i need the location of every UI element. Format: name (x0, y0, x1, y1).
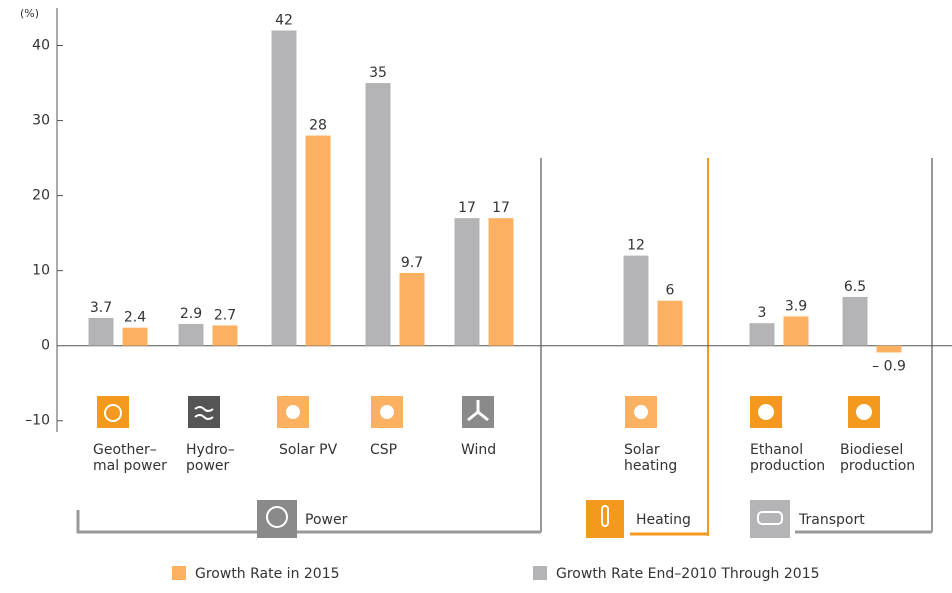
value-label: 17 (492, 200, 510, 216)
legend-swatch (172, 566, 186, 580)
icon (380, 405, 394, 419)
value-label: 3.7 (90, 300, 112, 316)
icon (286, 405, 300, 419)
value-label: 35 (369, 65, 387, 81)
group-label: Transport (798, 512, 865, 528)
icon (97, 396, 129, 428)
x-tick-label: Hydro– power (186, 442, 235, 474)
y-tick-label: 20 (32, 188, 50, 204)
group-bracket (76, 510, 541, 534)
x-tick-label: Biodiesel production (840, 442, 916, 474)
value-label: – 0.9 (872, 358, 906, 374)
value-label: 9.7 (401, 255, 423, 271)
bar (212, 325, 238, 346)
bar (271, 30, 297, 346)
bar (365, 83, 391, 346)
group-label: Power (305, 512, 348, 528)
group-icon (750, 500, 790, 538)
bar (122, 327, 148, 346)
group-icon (257, 500, 297, 538)
value-label: 6.5 (844, 279, 866, 295)
x-tick-label: Geother– mal power (93, 442, 167, 474)
group-icon (601, 505, 609, 527)
value-label: 2.7 (214, 307, 236, 323)
bar (178, 323, 204, 346)
group-label: Heating (636, 512, 691, 528)
icon (467, 400, 489, 422)
bar (399, 272, 425, 346)
bar (842, 296, 868, 346)
icon (194, 406, 214, 420)
x-tick-label: Wind (461, 442, 497, 458)
y-tick-label: 10 (32, 263, 50, 279)
icon (634, 405, 648, 419)
group-icon (266, 506, 288, 528)
value-label: 42 (275, 13, 293, 29)
y-tick-label: 30 (32, 113, 50, 129)
bar (783, 316, 809, 346)
bar (488, 218, 514, 346)
legend-label: Growth Rate End–2010 Through 2015 (556, 566, 820, 582)
bar (749, 323, 775, 346)
y-unit: (%) (20, 7, 39, 20)
bar (876, 345, 902, 353)
bar (305, 135, 331, 346)
value-label: 28 (309, 118, 327, 134)
x-tick-label: Solar heating (624, 442, 678, 474)
y-tick-label: 40 (32, 38, 50, 54)
icon (856, 404, 872, 420)
category-icons (97, 396, 880, 428)
y-tick-label: –10 (25, 413, 50, 429)
value-label: 2.9 (180, 306, 202, 322)
bar (454, 218, 480, 346)
x-tick-label: Ethanol production (750, 442, 826, 474)
value-label: 2.4 (124, 310, 146, 326)
legend-label: Growth Rate in 2015 (195, 566, 340, 582)
group-icon (757, 511, 783, 525)
value-label: 3 (758, 305, 767, 321)
x-tick-label: Solar PV (279, 442, 338, 458)
icon (188, 396, 220, 428)
value-label: 3.9 (785, 298, 807, 314)
y-tick-label: 0 (41, 338, 50, 354)
icon (104, 404, 122, 422)
legend-swatch (533, 566, 547, 580)
bar (623, 255, 649, 346)
value-label: 12 (627, 238, 645, 254)
bar (657, 300, 683, 346)
x-tick-label: CSP (370, 442, 398, 458)
bar (88, 317, 114, 346)
icon (758, 404, 774, 420)
value-label: 17 (458, 200, 476, 216)
value-label: 6 (666, 283, 675, 299)
